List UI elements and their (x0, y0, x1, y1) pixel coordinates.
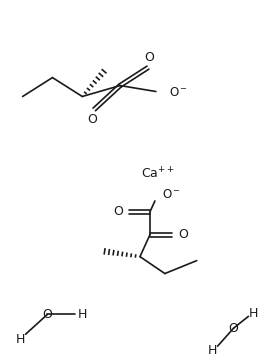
Text: H: H (78, 308, 87, 321)
Text: O$^-$: O$^-$ (169, 86, 188, 99)
Text: O: O (113, 205, 123, 218)
Text: O$^-$: O$^-$ (162, 188, 181, 202)
Text: H: H (249, 307, 258, 320)
Text: H: H (16, 333, 25, 346)
Text: Ca$^{++}$: Ca$^{++}$ (141, 166, 175, 182)
Text: O: O (144, 51, 154, 64)
Text: O: O (178, 228, 188, 241)
Text: H: H (208, 344, 217, 357)
Text: O: O (229, 322, 238, 335)
Text: O: O (87, 113, 97, 126)
Text: O: O (43, 308, 53, 321)
